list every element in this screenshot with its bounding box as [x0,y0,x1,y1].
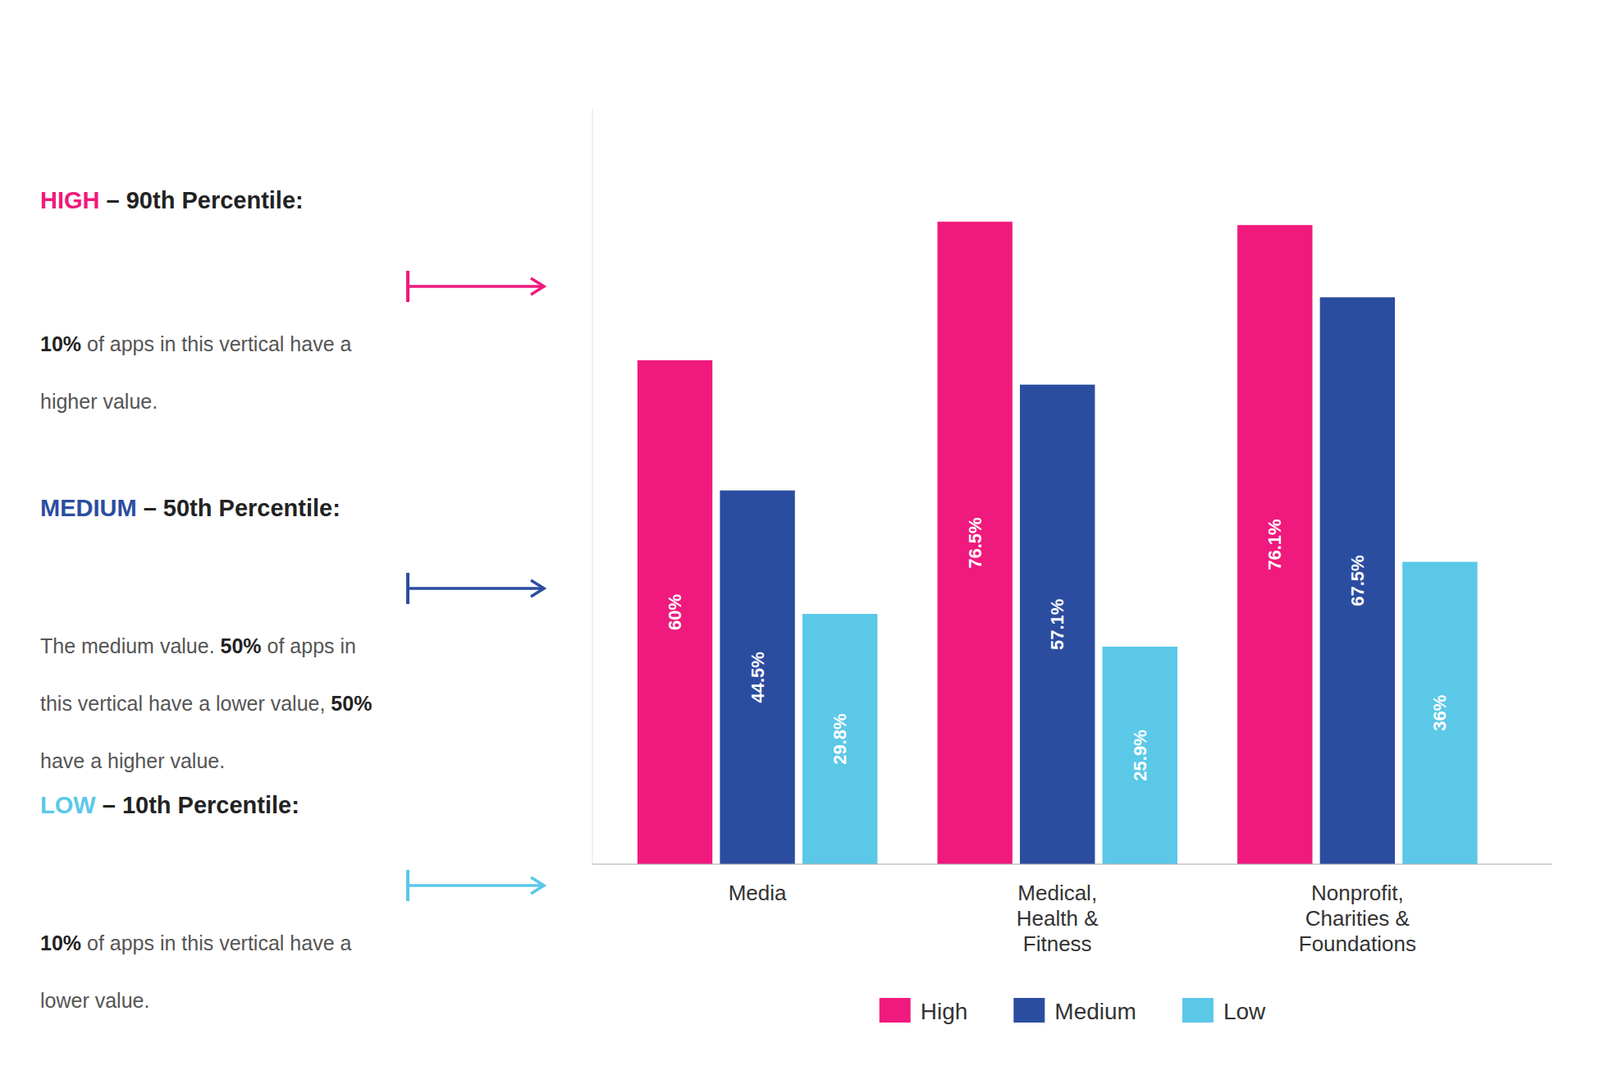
data-label: 67.5% [1347,554,1368,606]
x-tick-label-line: Media [728,880,787,906]
data-label: 60% [664,594,686,631]
annotation-title-part: – 50th Percentile: [137,494,341,522]
data-label: 29.8% [829,713,851,764]
x-tick-label-line: Fitness [1023,931,1093,956]
x-tick-label-line: Foundations [1298,931,1417,956]
annotation-title-part: MEDIUM [40,494,138,522]
bar [719,490,795,864]
legend-swatch [1013,997,1045,1023]
indicator-arrowhead [530,877,544,894]
x-axis-line [592,863,1553,864]
legend-label: High [920,998,969,1024]
annotation-title: MEDIUM – 50th Percentile: [40,494,341,522]
annotation-part: 50% [330,691,372,715]
data-label: 76.5% [964,516,986,568]
annotation-title-part: HIGH [40,187,101,214]
annotation-part: of apps in this vertical have a [81,931,352,955]
annotation-title-part: LOW [40,791,96,819]
annotation-line: 10% of apps in this vertical have a [40,332,352,356]
indicator-arrowhead [530,580,544,597]
x-tick-label: Medical,Health &Fitness [1016,880,1099,956]
annotation-part: 10% [40,332,82,356]
annotation-part: of apps in [261,634,357,658]
data-label: 25.9% [1129,729,1151,781]
legend: High Medium Low [879,997,1267,1024]
annotation-part: 10% [40,931,82,955]
annotation-part: The medium value. [40,634,221,658]
y-axis-line [592,108,594,864]
annotation-line: The medium value. 50% of apps in [40,634,357,658]
legend-label: Low [1223,998,1267,1024]
indicator-line [407,883,543,887]
x-tick-label-line: Charities & [1305,905,1410,931]
annotation-part: 50% [220,634,262,658]
legend-swatch [1182,997,1214,1023]
indicator-arrowhead [530,278,544,295]
annotation-title: HIGH – 90th Percentile: [40,187,304,214]
data-label: 76.1% [1264,518,1285,570]
x-tick-labels: Media Medical,Health &Fitness Nonprofit,Ch… [728,880,1417,956]
annotation-line: have a higher value. [40,749,225,773]
annotation-part: higher value. [40,389,158,413]
bar [1402,562,1477,864]
legend-swatch [879,997,911,1023]
bar [937,221,1012,864]
x-tick-label-line: Health & [1016,905,1099,931]
annotation-part: of apps in this vertical have a [81,332,352,356]
data-label: 44.5% [747,651,768,703]
annotation-title-part: – 10th Percentile: [96,791,300,819]
annotation-part: this vertical have a lower value, [40,691,331,715]
indicator-line [407,284,543,288]
annotation-line: higher value. [40,389,158,413]
bar [1019,384,1095,864]
data-labels: 60% 76.5% 76.1% 44.5% 57.1% 67.5% 29.8% 25.9% 36… [664,516,1450,781]
annotation-part: lower value. [40,988,150,1012]
bar [1102,646,1178,864]
annotation-line: 10% of apps in this vertical have a [40,931,352,955]
annotation-title-part: – 90th Percentile: [100,187,304,214]
legend-label: Medium [1054,998,1137,1024]
x-tick-label: Nonprofit,Charities &Foundations [1298,880,1417,956]
bars [637,221,1478,864]
x-tick-label-line: Nonprofit, [1311,880,1404,906]
x-tick-label-line: Medical, [1017,880,1098,906]
annotation-line: this vertical have a lower value, 50% [40,691,372,715]
annotation-part: have a higher value. [40,749,225,773]
data-label: 57.1% [1046,598,1068,650]
bar [1320,297,1395,864]
annotation-panel: HIGH – 90th Percentile: 10% of apps in th… [40,187,544,1012]
bar [802,613,878,864]
data-label: 36% [1429,694,1450,732]
x-tick-label: Media [728,880,787,906]
page: {"chart_data": { "type": "bar", "categor… [0,0,1600,1080]
annotation-line: lower value. [40,988,150,1012]
indicator-line [407,586,543,590]
annotation-title: LOW – 10th Percentile: [40,791,300,819]
bar [1237,224,1312,864]
bar [637,360,713,864]
chart: 60% 76.5% 76.1% 44.5% 57.1% 67.5% 29.8% 25.9% 36… [0,0,1600,1080]
